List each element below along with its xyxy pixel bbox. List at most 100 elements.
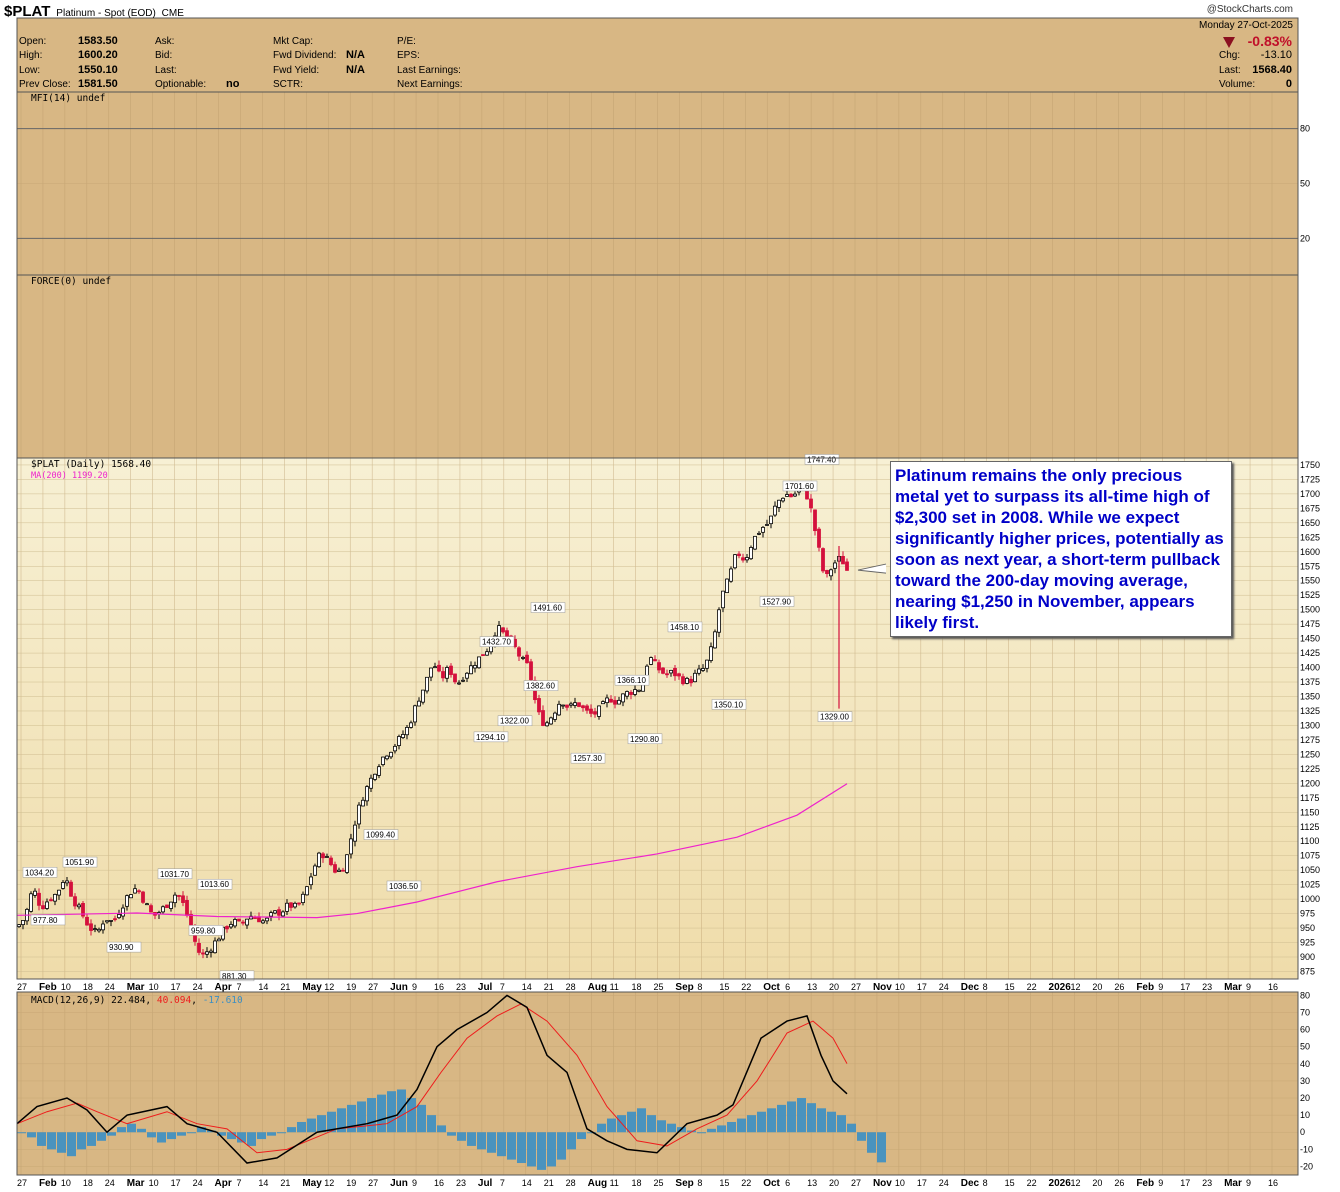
macd-sep-2: , [191,995,197,1006]
candle-down [321,853,325,859]
candle-up [749,547,753,560]
candle-up [121,907,125,917]
candle-up [361,799,365,807]
panel-border [16,457,1299,980]
ask-label: Ask: [155,36,175,47]
candle-up [753,535,757,550]
x-tick-label: Nov [873,982,892,993]
price-label-text: 1034.20 [25,868,54,877]
x-tick-label: 21 [544,1178,554,1188]
candle-up [601,701,605,705]
candle-up [669,669,673,674]
candle-up [685,677,689,684]
macd-value: 22.484 [111,995,146,1006]
candle-up [293,902,297,908]
macd-histogram-bar [327,1111,336,1133]
x-tick-label: Mar [127,982,145,993]
mktcap-label: Mkt Cap: [273,36,314,47]
candle-up [425,676,429,692]
candle-up [213,940,217,954]
y-tick-label: 1475 [1300,619,1320,629]
y-tick-label: 875 [1300,966,1315,976]
price-label-text: 1491.60 [533,604,562,613]
x-tick-label: Dec [961,982,980,993]
x-tick-label: 22 [1027,1178,1037,1188]
sctr-label: SCTR: [273,79,303,90]
price-label-text: 1013.60 [200,880,229,889]
candle-down [437,664,441,672]
candle-up [317,852,321,868]
macd-line [16,994,848,1164]
y-tick-label: 1125 [1300,822,1319,832]
y-tick-label: 1600 [1300,547,1320,557]
candle-up [477,656,481,669]
macd-histogram-bar [787,1101,796,1133]
macd-histogram-bar [717,1125,726,1133]
x-tick-label: 12 [1070,1178,1080,1188]
candle-up [485,651,489,656]
candle-down [253,917,257,919]
candle-up [389,751,393,758]
candle-up [733,554,737,569]
price-label-box [219,970,255,982]
candle-up [133,888,137,894]
x-tick-label: May [302,982,322,993]
x-tick-label: Mar [1224,1178,1242,1189]
candle-up [413,705,417,723]
macd-histogram-bar [247,1132,256,1146]
macd-histogram-bar [257,1132,266,1140]
candle-up [605,697,609,704]
macd-histogram-bar [147,1132,156,1138]
x-tick-label: 24 [105,1178,115,1188]
price-label-text: 881.30 [222,972,247,981]
candle-down [517,647,521,657]
candle-up [781,497,785,502]
price-label-text: 930.90 [109,943,134,952]
candle-up [393,745,397,752]
price-label-text: 1031.70 [160,870,189,879]
candle-up [265,917,269,922]
x-tick-label: Aug [588,1178,607,1189]
macd-histogram-bar [477,1132,486,1150]
x-tick-label: 7 [500,1178,505,1188]
candle-up [545,722,549,727]
y-tick-label: 1300 [1300,720,1320,730]
candle-up [21,920,25,926]
x-tick-label: 26 [1114,1178,1124,1188]
x-tick-label: 12 [1070,982,1080,992]
candle-up [209,950,213,953]
candle-up [233,919,237,927]
candle-up [769,515,773,525]
x-tick-label: Feb [1136,1178,1154,1189]
price-label-box [711,699,747,710]
y-tick-label: 1350 [1300,692,1320,702]
macd-histogram-bar [597,1123,606,1133]
candle-down [241,921,245,924]
y-tick-label: 1100 [1300,836,1319,846]
macd-histogram-bar [707,1128,716,1133]
y-tick-label: 1000 [1300,894,1320,904]
candle-down [185,900,189,916]
candle-up [173,894,177,904]
mfi-tick-label: 80 [1300,124,1310,134]
candle-up [45,901,49,909]
candle-up [569,703,573,706]
x-tick-label: 14 [258,982,268,992]
macd-histogram-bar [387,1091,396,1133]
x-tick-label: Jul [478,1178,493,1189]
stockcharts-watermark: @StockCharts.com [1206,4,1293,15]
x-tick-label: Oct [763,982,780,993]
y-tick-label: 1325 [1300,706,1320,716]
macd-histogram-bar [317,1115,326,1133]
y-tick-label: 1450 [1300,634,1320,644]
candle-down [37,892,41,906]
candle-up [405,727,409,736]
x-tick-label: 24 [939,982,949,992]
candle-down [141,891,145,903]
x-tick-label: 13 [807,1178,817,1188]
macd-histogram-bar [777,1104,786,1133]
candle-up [833,562,837,569]
candle-up [169,901,173,909]
x-tick-label: 12 [324,982,334,992]
